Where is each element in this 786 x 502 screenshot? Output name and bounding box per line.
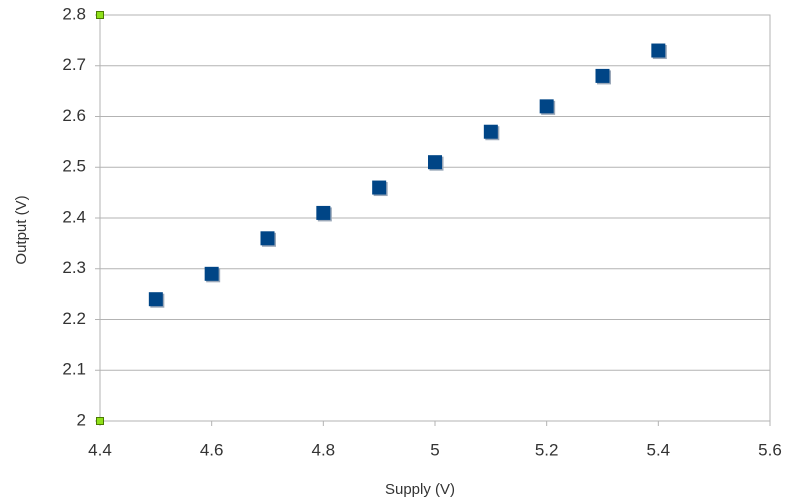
y-tick-label: 2.7 <box>62 55 86 74</box>
point <box>148 292 163 307</box>
y-tick-label: 2.3 <box>62 258 86 277</box>
point <box>651 43 666 58</box>
selection-handle <box>96 11 104 19</box>
y-axis-title: Output (V) <box>13 195 30 264</box>
y-tick-label: 2 <box>77 410 86 429</box>
x-tick-label: 5.2 <box>535 440 559 459</box>
point <box>260 231 275 246</box>
point <box>316 205 331 220</box>
point <box>204 266 219 281</box>
point <box>483 124 498 139</box>
y-tick-label: 2.6 <box>62 106 86 125</box>
y-tick-label: 2.1 <box>62 360 86 379</box>
x-tick-label: 4.6 <box>200 440 224 459</box>
y-tick-label: 2.5 <box>62 157 86 176</box>
x-tick-label: 4.8 <box>312 440 336 459</box>
x-tick-label: 5.6 <box>758 440 782 459</box>
point <box>539 99 554 114</box>
x-tick-label: 5 <box>430 440 439 459</box>
x-axis-title: Supply (V) <box>385 481 455 498</box>
y-tick-label: 2.2 <box>62 309 86 328</box>
point <box>372 180 387 195</box>
point <box>595 68 610 83</box>
x-tick-label: 4.4 <box>88 440 112 459</box>
y-tick-label: 2.8 <box>62 4 86 23</box>
point <box>428 155 442 170</box>
y-tick-label: 2.4 <box>62 207 86 226</box>
x-tick-label: 5.4 <box>647 440 671 459</box>
selection-handle <box>96 417 104 425</box>
